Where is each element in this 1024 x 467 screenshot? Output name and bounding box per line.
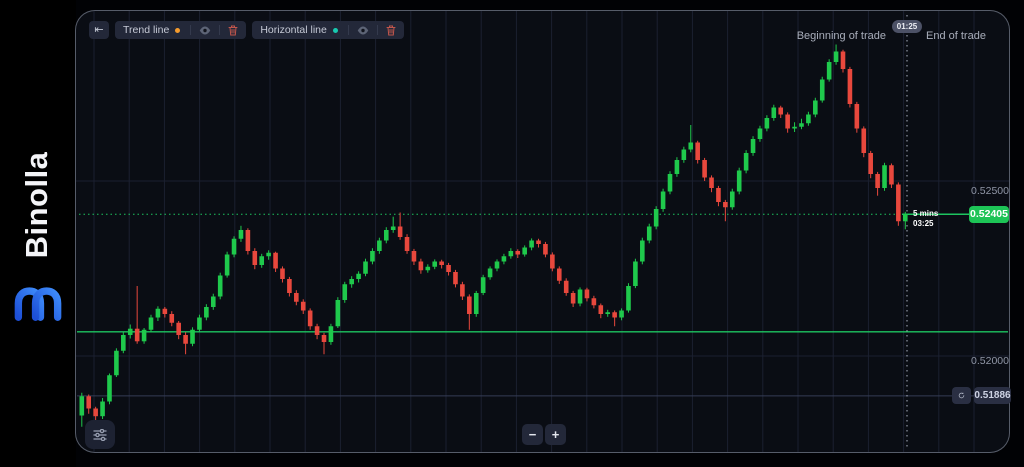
eye-icon bbox=[200, 26, 211, 34]
candlestick-chart[interactable] bbox=[76, 11, 1009, 452]
chart-panel: ⇤ Trend line Ho bbox=[75, 10, 1011, 453]
eye-icon bbox=[357, 26, 369, 34]
horizontal-line-visibility-button[interactable] bbox=[353, 25, 373, 36]
horizontal-line-color-dot bbox=[332, 27, 338, 33]
trash-icon bbox=[386, 25, 396, 35]
trend-line-delete-button[interactable] bbox=[224, 24, 242, 37]
horizontal-line-delete-button[interactable] bbox=[382, 24, 400, 37]
time-left-label: 03:25 bbox=[913, 219, 934, 228]
lower-price-badge: 0.51886 bbox=[974, 387, 1011, 404]
current-price-badge: 0.52405 bbox=[969, 206, 1009, 223]
horizontal-line-label: Horizontal line bbox=[260, 24, 327, 36]
timeframe-label: 5 mins bbox=[913, 209, 939, 218]
divider bbox=[219, 25, 221, 35]
trend-line-label: Trend line bbox=[123, 24, 170, 36]
drawing-toolbar: ⇤ Trend line Ho bbox=[89, 21, 404, 39]
divider bbox=[190, 25, 192, 35]
horizontal-line-chip[interactable]: Horizontal line bbox=[252, 21, 404, 39]
brand-name: Binolla bbox=[19, 151, 54, 259]
brand-sidebar: Binolla bbox=[0, 0, 76, 467]
restore-price-button[interactable] bbox=[952, 387, 971, 404]
end-of-trade-label: End of trade bbox=[926, 30, 986, 42]
refresh-icon bbox=[958, 392, 965, 399]
chart-settings-button[interactable] bbox=[85, 420, 115, 449]
divider bbox=[376, 25, 378, 35]
zoom-in-button[interactable]: + bbox=[545, 424, 566, 445]
trash-icon bbox=[228, 25, 238, 35]
sliders-icon bbox=[93, 428, 107, 441]
zoom-out-button[interactable]: − bbox=[522, 424, 543, 445]
binolla-logo-icon bbox=[14, 287, 62, 321]
trend-line-visibility-button[interactable] bbox=[195, 25, 215, 36]
trend-line-chip[interactable]: Trend line bbox=[115, 21, 247, 39]
lower-marker-group: 0.51886 bbox=[952, 387, 1011, 404]
collapse-toolbar-button[interactable]: ⇤ bbox=[89, 21, 109, 39]
trade-start-time-badge[interactable]: 01:25 bbox=[892, 20, 922, 33]
axis-label-52500: 0.52500 bbox=[971, 185, 1009, 197]
axis-label-52000: 0.52000 bbox=[971, 355, 1009, 367]
trade-countdown-label: 5 mins 03:25 bbox=[913, 209, 938, 229]
trend-line-color-dot bbox=[175, 27, 181, 33]
divider bbox=[347, 25, 349, 35]
beginning-of-trade-label: Beginning of trade bbox=[796, 30, 886, 42]
